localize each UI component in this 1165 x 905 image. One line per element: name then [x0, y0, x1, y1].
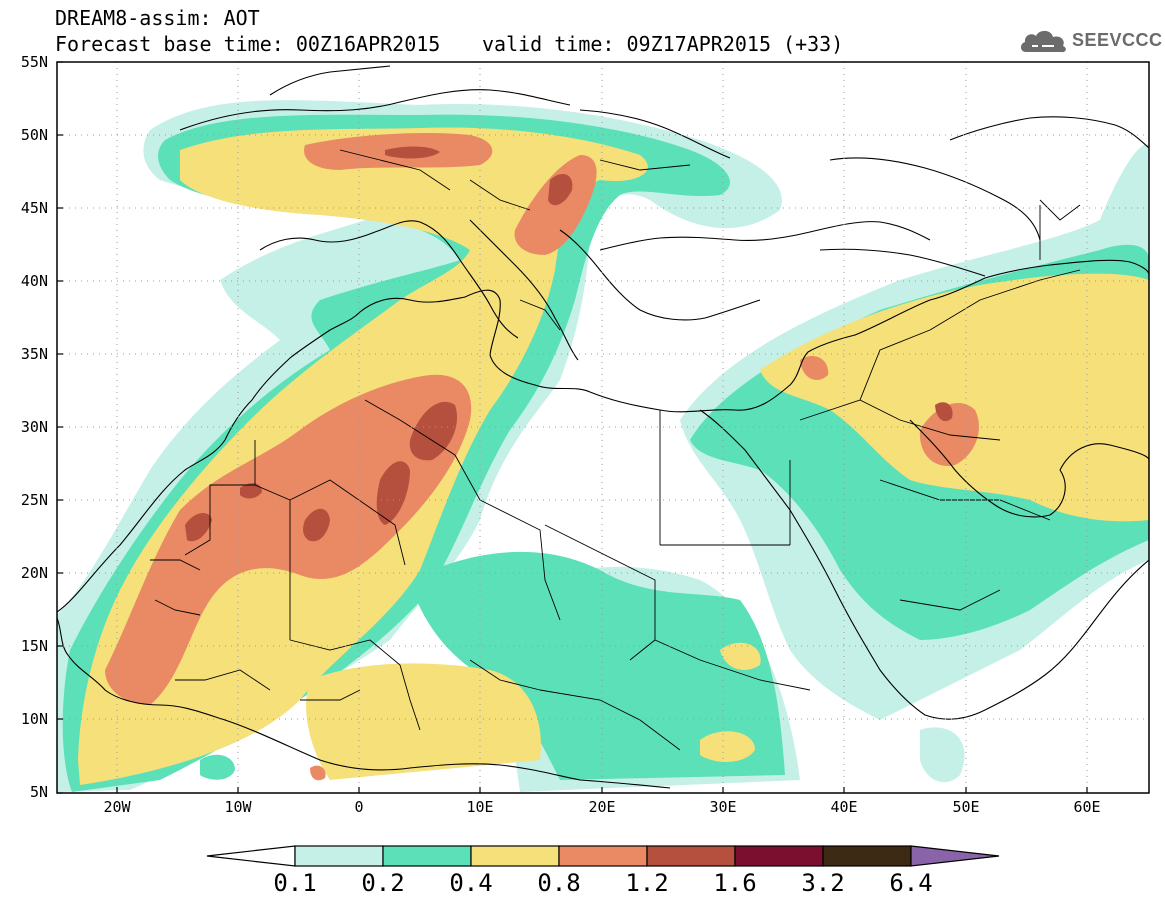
lat-label: 45N [20, 199, 48, 217]
lon-label: 40E [830, 798, 858, 816]
colorbar [206, 845, 1000, 867]
lat-label: 35N [20, 345, 48, 363]
lon-label: 10W [224, 798, 252, 816]
forecast-base-time: Forecast base time: 00Z16APR2015 [55, 32, 441, 56]
lon-label: 50E [952, 798, 980, 816]
lat-label: 30N [20, 418, 48, 436]
lon-label: 0 [354, 798, 364, 816]
colorbar-label: 0.2 [361, 869, 405, 897]
lon-label: 20W [103, 798, 131, 816]
lon-label: 20E [588, 798, 616, 816]
cloud-icon [1020, 30, 1066, 53]
map-title: DREAM8-assim: AOT [55, 6, 260, 30]
lat-label: 55N [20, 53, 48, 71]
seevccc-logo: SEEVCCC [1016, 24, 1162, 58]
colorbar-label: 1.6 [713, 869, 757, 897]
lat-label: 40N [20, 272, 48, 290]
colorbar-box-1 [382, 845, 472, 867]
colorbar-box-0 [294, 845, 384, 867]
valid-time: valid time: 09Z17APR2015 (+33) [482, 32, 844, 56]
colorbar-under-triangle [206, 845, 296, 867]
colorbar-label: 1.2 [625, 869, 669, 897]
colorbar-label: 0.8 [537, 869, 581, 897]
colorbar-over-triangle [910, 845, 1000, 867]
colorbar-label: 0.4 [449, 869, 493, 897]
colorbar-label: 3.2 [801, 869, 845, 897]
lat-label: 20N [20, 564, 48, 582]
aot-shading [57, 100, 1149, 793]
colorbar-box-6 [822, 845, 912, 867]
colorbar-box-4 [646, 845, 736, 867]
lon-label: 30E [709, 798, 737, 816]
lat-label: 10N [20, 710, 48, 728]
gridlines [57, 62, 1149, 793]
lon-label: 10E [466, 798, 494, 816]
lat-label: 15N [20, 637, 48, 655]
axis-ticks [57, 61, 1088, 794]
aot-level-1-2 [185, 146, 953, 542]
lat-label: 5N [29, 783, 48, 801]
colorbar-box-3 [558, 845, 648, 867]
lon-label: 60E [1073, 798, 1101, 816]
colorbar-box-5 [734, 845, 824, 867]
colorbar-label: 0.1 [273, 869, 317, 897]
colorbar-label: 6.4 [889, 869, 933, 897]
logo-text: SEEVCCC [1072, 30, 1163, 50]
lat-label: 50N [20, 126, 48, 144]
colorbar-box-2 [470, 845, 560, 867]
country-borders [150, 149, 1081, 751]
coastlines [57, 65, 1149, 789]
lat-label: 25N [20, 491, 48, 509]
